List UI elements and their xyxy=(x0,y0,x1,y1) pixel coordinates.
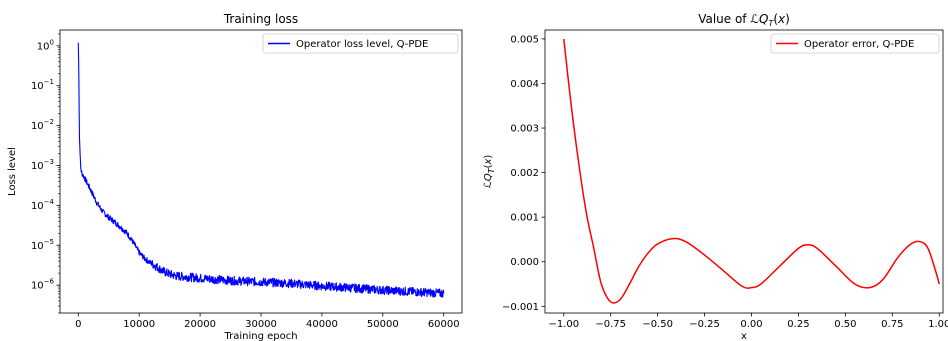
x-tick-label: 0.50 xyxy=(834,319,856,330)
x-tick-label: 1.00 xyxy=(928,319,948,330)
x-tick-label: 40000 xyxy=(306,319,338,330)
x-tick-label: 60000 xyxy=(428,319,460,330)
x-tick-label: 0.25 xyxy=(787,319,809,330)
legend-box xyxy=(262,33,459,54)
x-tick-label: −0.50 xyxy=(642,319,673,330)
y-tick-label: 0.004 xyxy=(510,79,539,90)
y-tick-label: −0.001 xyxy=(502,302,539,313)
plot-frame xyxy=(59,29,463,314)
x-tick-label: −0.75 xyxy=(595,319,626,330)
y-axis-label: Loss level xyxy=(7,147,18,196)
x-tick-label: −0.25 xyxy=(689,319,720,330)
y-tick-label: 0.002 xyxy=(510,168,539,179)
legend-label: Operator loss level, Q-PDE xyxy=(296,39,428,50)
series-line-0 xyxy=(77,42,445,298)
x-tick-label: 10000 xyxy=(123,319,155,330)
x-tick-label: 20000 xyxy=(184,319,216,330)
y-tick-label: 0.003 xyxy=(510,124,539,135)
x-axis-label: x xyxy=(741,331,747,341)
x-tick-label: 0.00 xyxy=(740,319,762,330)
plot-frame xyxy=(544,29,944,314)
y-tick-label: 10−6 xyxy=(31,278,55,292)
y-tick-label: 10−1 xyxy=(31,78,54,92)
y-tick-label: 100 xyxy=(37,38,54,52)
y-tick-label: 0.000 xyxy=(510,257,539,268)
legend-label: Operator error, Q-PDE xyxy=(804,39,914,50)
y-tick-label: 10−3 xyxy=(31,158,54,172)
x-tick-label: −1.00 xyxy=(548,319,579,330)
legend: Operator loss level, Q-PDE xyxy=(262,33,459,54)
y-tick-label: 0.005 xyxy=(510,34,539,45)
x-tick-label: 0.75 xyxy=(881,319,903,330)
legend: Operator error, Q-PDE xyxy=(770,33,940,54)
chart-1: Value of ℒQT(x)−1.00 −0.75 −0.50 −0.25 0.00 0… xyxy=(483,12,948,341)
chart-0: Training loss 0 10000 20000 30000 40000 50000 6… xyxy=(7,12,463,341)
y-tick-label: 10−5 xyxy=(31,238,54,252)
x-tick-label: 30000 xyxy=(245,319,277,330)
y-tick-label: 10−2 xyxy=(31,118,54,132)
chart-title: Value of ℒQT(x) xyxy=(698,12,790,28)
x-axis-label: Training epoch xyxy=(223,331,297,341)
x-tick-label: 50000 xyxy=(367,319,399,330)
series-line-0 xyxy=(563,38,940,304)
chart-title: Training loss xyxy=(223,12,298,26)
y-axis-label: ℒQT(x) xyxy=(483,155,496,189)
legend-box xyxy=(770,33,940,54)
y-tick-label: 0.001 xyxy=(510,213,539,224)
y-tick-label: 10−4 xyxy=(31,198,55,212)
x-tick-label: 0 xyxy=(75,319,81,330)
